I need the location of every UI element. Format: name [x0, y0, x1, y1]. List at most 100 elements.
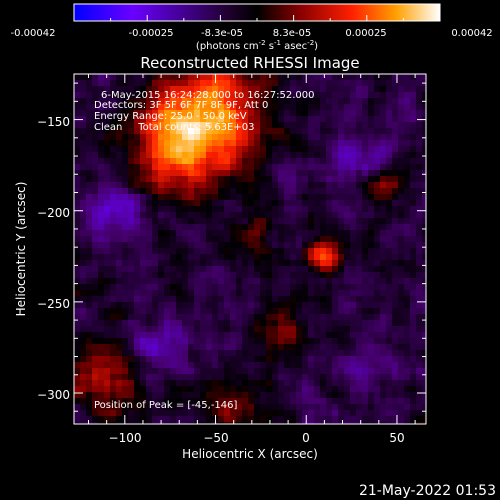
heatmap-cell: [314, 404, 321, 411]
heatmap-cell: [158, 302, 165, 309]
heatmap-cell: [380, 416, 387, 423]
heatmap-cell: [314, 212, 321, 219]
heatmap-cell: [248, 254, 255, 261]
heatmap-cell: [146, 116, 153, 123]
heatmap-cell: [392, 368, 399, 375]
heatmap-cell: [236, 80, 243, 87]
heatmap-cell: [272, 302, 279, 309]
heatmap-cell: [368, 332, 375, 339]
heatmap-cell: [272, 392, 279, 399]
heatmap-cell: [134, 308, 141, 315]
heatmap-cell: [410, 422, 417, 424]
heatmap-cell: [278, 230, 285, 237]
heatmap-cell: [158, 266, 165, 273]
heatmap-cell: [134, 266, 141, 273]
heatmap-cell: [140, 308, 147, 315]
heatmap-cell: [284, 170, 291, 177]
heatmap-cell: [140, 380, 147, 387]
heatmap-cell: [224, 248, 231, 255]
heatmap-cell: [386, 194, 393, 201]
heatmap-cell: [332, 230, 339, 237]
heatmap-cell: [260, 362, 267, 369]
heatmap-cell: [350, 194, 357, 201]
heatmap-cell: [92, 230, 99, 237]
heatmap-cell: [326, 350, 333, 357]
heatmap-cell: [146, 266, 153, 273]
heatmap-cell: [278, 356, 285, 363]
heatmap-cell: [158, 236, 165, 243]
heatmap-cell: [344, 86, 351, 93]
heatmap-cell: [254, 416, 261, 423]
heatmap-cell: [308, 368, 315, 375]
heatmap-cell: [380, 308, 387, 315]
heatmap-cell: [80, 416, 87, 423]
heatmap-cell: [350, 170, 357, 177]
heatmap-cell: [134, 260, 141, 267]
heatmap-cell: [122, 266, 129, 273]
heatmap-cell: [296, 398, 303, 405]
heatmap-cell: [248, 116, 255, 123]
heatmap-cell: [164, 92, 171, 99]
heatmap-cell: [392, 248, 399, 255]
heatmap-cell: [188, 368, 195, 375]
heatmap-cell: [200, 260, 207, 267]
heatmap-cell: [320, 344, 327, 351]
colorbar-units: (photons cm-2 s-1 asec-2): [196, 39, 318, 52]
heatmap-cell: [218, 296, 225, 303]
heatmap-cell: [92, 92, 99, 99]
heatmap-cell: [398, 410, 405, 417]
heatmap-cell: [98, 404, 105, 411]
heatmap-cell: [320, 392, 327, 399]
heatmap-cell: [224, 296, 231, 303]
heatmap-cell: [332, 284, 339, 291]
heatmap-cell: [182, 170, 189, 177]
heatmap-cell: [260, 158, 267, 165]
heatmap-cell: [278, 278, 285, 285]
heatmap-cell: [188, 248, 195, 255]
heatmap-cell: [416, 398, 423, 405]
heatmap-cell: [254, 188, 261, 195]
heatmap-cell: [314, 140, 321, 147]
heatmap-cell: [368, 344, 375, 351]
heatmap-cell: [242, 350, 249, 357]
heatmap-cell: [404, 314, 411, 321]
heatmap-cell: [80, 206, 87, 213]
heatmap-cell: [212, 176, 219, 183]
heatmap-cell: [356, 344, 363, 351]
heatmap-cell: [314, 164, 321, 171]
heatmap-cell: [224, 110, 231, 117]
heatmap-cell: [80, 314, 87, 321]
heatmap-cell: [146, 326, 153, 333]
heatmap-cell: [332, 344, 339, 351]
heatmap-cell: [170, 278, 177, 285]
heatmap-cell: [92, 80, 99, 87]
heatmap-cell: [188, 176, 195, 183]
heatmap-cell: [398, 110, 405, 117]
heatmap-cell: [80, 374, 87, 381]
heatmap-cell: [410, 122, 417, 129]
heatmap-cell: [338, 296, 345, 303]
heatmap-cell: [302, 242, 309, 249]
heatmap-cell: [410, 242, 417, 249]
heatmap-cell: [314, 176, 321, 183]
heatmap-cell: [182, 74, 189, 81]
heatmap-cell: [260, 134, 267, 141]
heatmap-cell: [158, 386, 165, 393]
heatmap-cell: [128, 386, 135, 393]
heatmap-cell: [170, 290, 177, 297]
heatmap-cell: [314, 308, 321, 315]
heatmap-cell: [236, 284, 243, 291]
heatmap-cell: [224, 386, 231, 393]
heatmap-cell: [350, 326, 357, 333]
heatmap-cell: [206, 350, 213, 357]
heatmap-cell: [218, 416, 225, 423]
heatmap-cell: [104, 362, 111, 369]
heatmap-cell: [170, 110, 177, 117]
heatmap-cell: [116, 98, 123, 105]
heatmap-cell: [236, 332, 243, 339]
heatmap-cell: [290, 200, 297, 207]
heatmap-cell: [74, 200, 81, 207]
heatmap-cell: [182, 134, 189, 141]
heatmap-cell: [80, 152, 87, 159]
heatmap-cell: [302, 140, 309, 147]
